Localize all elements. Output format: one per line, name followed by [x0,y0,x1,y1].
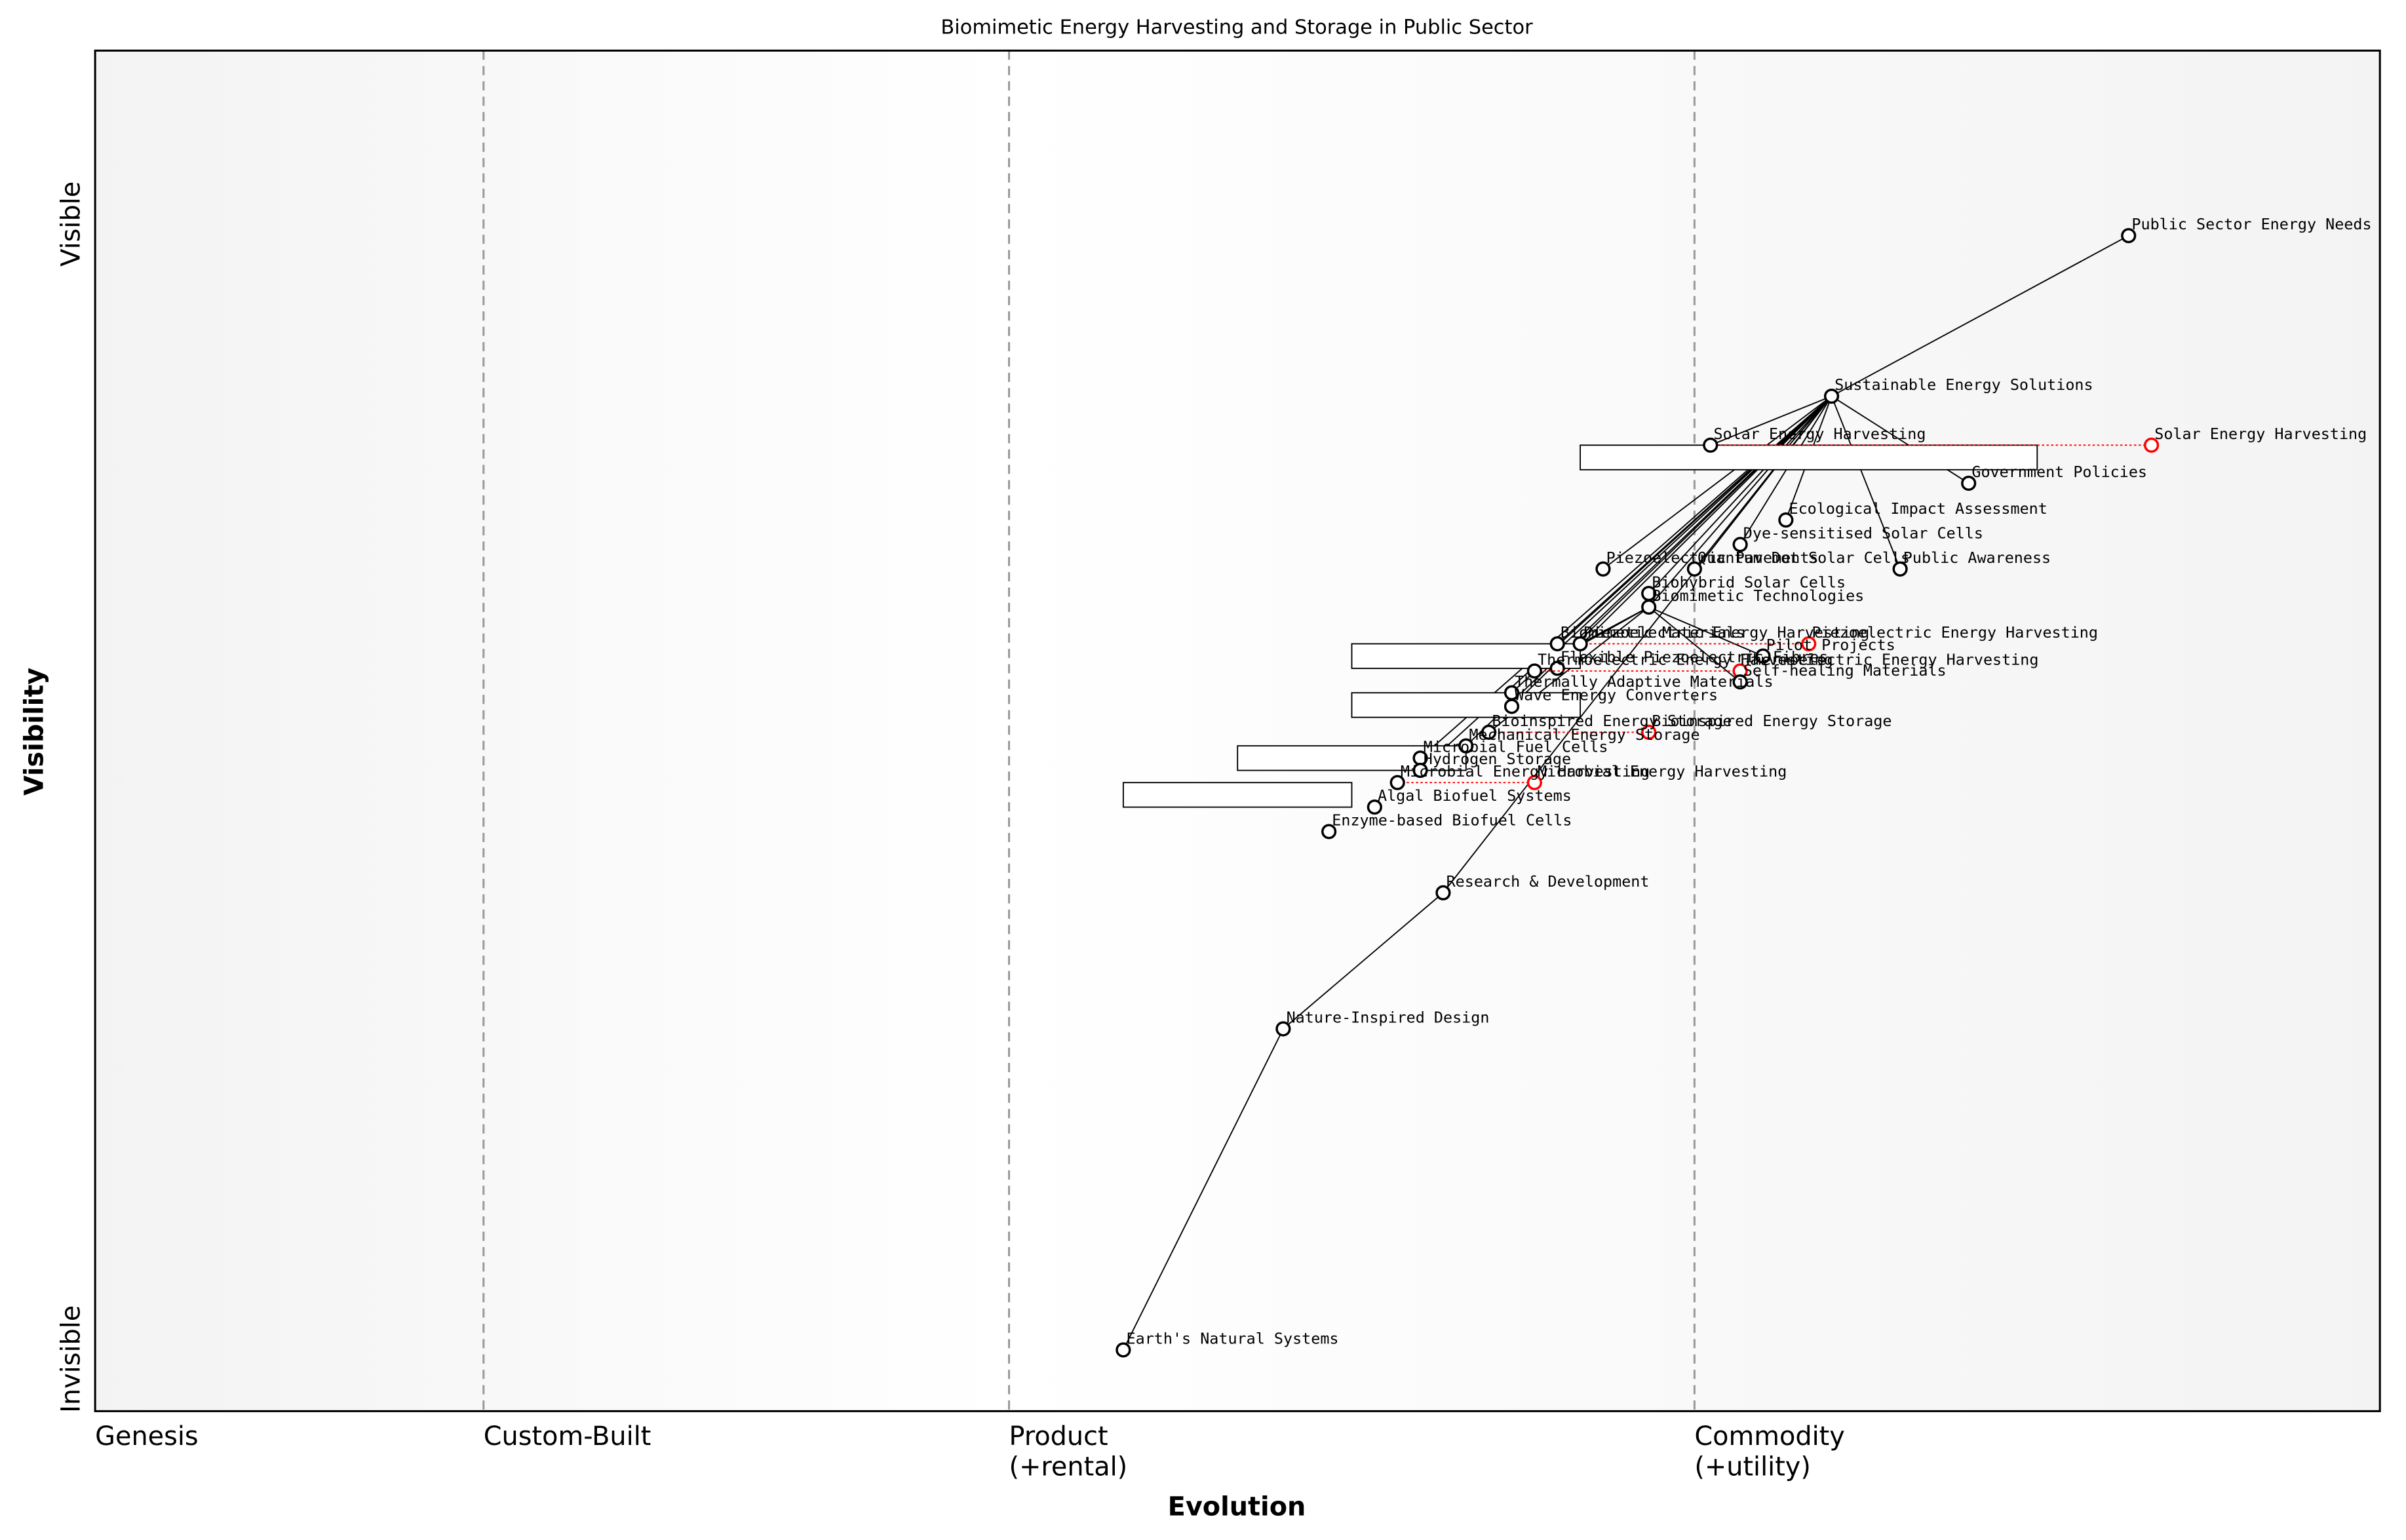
node-label: Quantum Dot Solar Cells [1698,549,1910,567]
node-label: Biohybrid Solar Cells [1652,573,1846,591]
node [1892,561,1908,577]
node [1549,636,1565,652]
link [1831,396,1901,569]
node-label: Sustainable Energy Solutions [1834,375,2093,394]
link [1602,395,1833,569]
node-label: Nature-Inspired Design [1287,1009,1490,1027]
pipeline [1122,782,1353,808]
pipeline [1351,643,1581,669]
node-label: Piezoelectric Pavements [1606,549,1819,567]
chart-title: Biomimetic Energy Harvesting and Storage… [941,16,1533,39]
node-label: Self-healing Materials [1743,661,1947,680]
evolved-node [1801,636,1817,652]
node-label: Microbial Fuel Cells [1424,737,1608,756]
node-label: Ecological Impact Assessment [1789,499,2047,518]
evolved-node-label: Bioinspired Energy Storage [1652,712,1892,730]
node [1504,699,1520,714]
node-label: Flexible Piezoelectric Fibres [1561,647,1828,666]
stage-label-line: Commodity [1694,1421,1844,1452]
x-axis-label: Evolution [1168,1492,1306,1522]
node [1481,724,1497,740]
y-bottom-label: Invisible [56,1305,87,1413]
node [1116,1342,1131,1358]
node-label: Pilot Projects [1766,636,1895,654]
node [1641,599,1657,615]
node [1389,775,1405,790]
pipeline [1237,745,1467,771]
node [1526,663,1542,679]
node-label: Government Policies [1971,463,2147,481]
node [1732,537,1748,552]
link [1648,395,1833,594]
node [1686,561,1702,577]
link [1831,235,2129,397]
node-label: Microbial Energy Harvesting [1401,762,1650,780]
node [1572,636,1588,652]
node [1778,512,1794,528]
node [1732,674,1748,690]
link [1443,396,1833,893]
stage-label: Custom-Built [484,1421,651,1452]
stage-label-line: Genesis [95,1421,199,1452]
node [1595,561,1611,577]
y-axis-label: Visibility [20,668,50,796]
link [1283,892,1444,1030]
node [1367,799,1382,815]
node [1275,1021,1291,1037]
link [1739,396,1833,545]
link [1123,1028,1284,1351]
node-label: Algal Biofuel Systems [1378,786,1572,805]
stage-label-line: Custom-Built [484,1421,651,1452]
y-top-label: Visible [56,182,87,267]
node [2121,228,2137,244]
link [1710,395,1832,446]
node-label: Biomimetic Materials [1561,623,1745,642]
node [1321,824,1337,839]
node-label: Public Sector Energy Needs [2131,215,2371,233]
node-label: Dye-sensitised Solar Cells [1743,524,1983,543]
stage-label-line: (+utility) [1694,1452,1811,1482]
node-label: Mechanical Energy Storage [1469,725,1699,744]
node-label: Research & Development [1446,872,1650,891]
node-label: Bioinspired Energy Storage [1492,712,1732,730]
node [1961,475,1977,491]
link [1648,395,1833,607]
link [1648,606,1741,683]
node [1412,762,1428,779]
node [1435,885,1451,900]
evolved-node [2144,437,2160,453]
stage-label: Genesis [95,1421,199,1452]
pipeline [1580,444,2038,471]
evolved-node [1526,775,1542,790]
evolved-node-label: Solar Energy Harvesting [2154,425,2367,443]
stage-label: Product (+rental) [1009,1421,1128,1482]
node-label: Piezoelectric Energy Harvesting [1583,623,1870,642]
node-label: Hydrogen Storage [1424,750,1571,768]
node-label: Thermoelectric Energy Harvesting [1538,651,1833,669]
plot-frame [94,49,2381,1412]
node [1703,437,1718,453]
node [1755,648,1771,664]
node-label: Solar Energy Harvesting [1713,425,1926,443]
node-label: Thermally Adaptive Materials [1515,672,1773,691]
stage-label-line: Product [1009,1421,1108,1452]
node-label: Wave Energy Converters [1515,686,1718,704]
evolved-node [1641,724,1657,740]
link [1557,395,1833,669]
node [1823,388,1840,404]
stage-label-line: (+rental) [1009,1452,1128,1482]
evolved-node-label: Microbial Energy Harvesting [1538,762,1787,780]
node-label: Biomimetic Technologies [1652,587,1864,605]
node-label: Public Awareness [1903,549,2051,567]
evolved-node-label: Thermoelectric Energy Harvesting [1743,651,2039,669]
node [1458,738,1474,754]
evolved-node-label: Piezoelectric Energy Harvesting [1812,623,2098,642]
pipeline [1351,692,1581,718]
plot-background [95,50,2380,1412]
node-label: Earth's Natural Systems [1127,1330,1339,1348]
stage-label: Commodity (+utility) [1694,1421,1844,1482]
node-label: Enzyme-based Biofuel Cells [1332,811,1572,830]
link [1648,606,1764,657]
